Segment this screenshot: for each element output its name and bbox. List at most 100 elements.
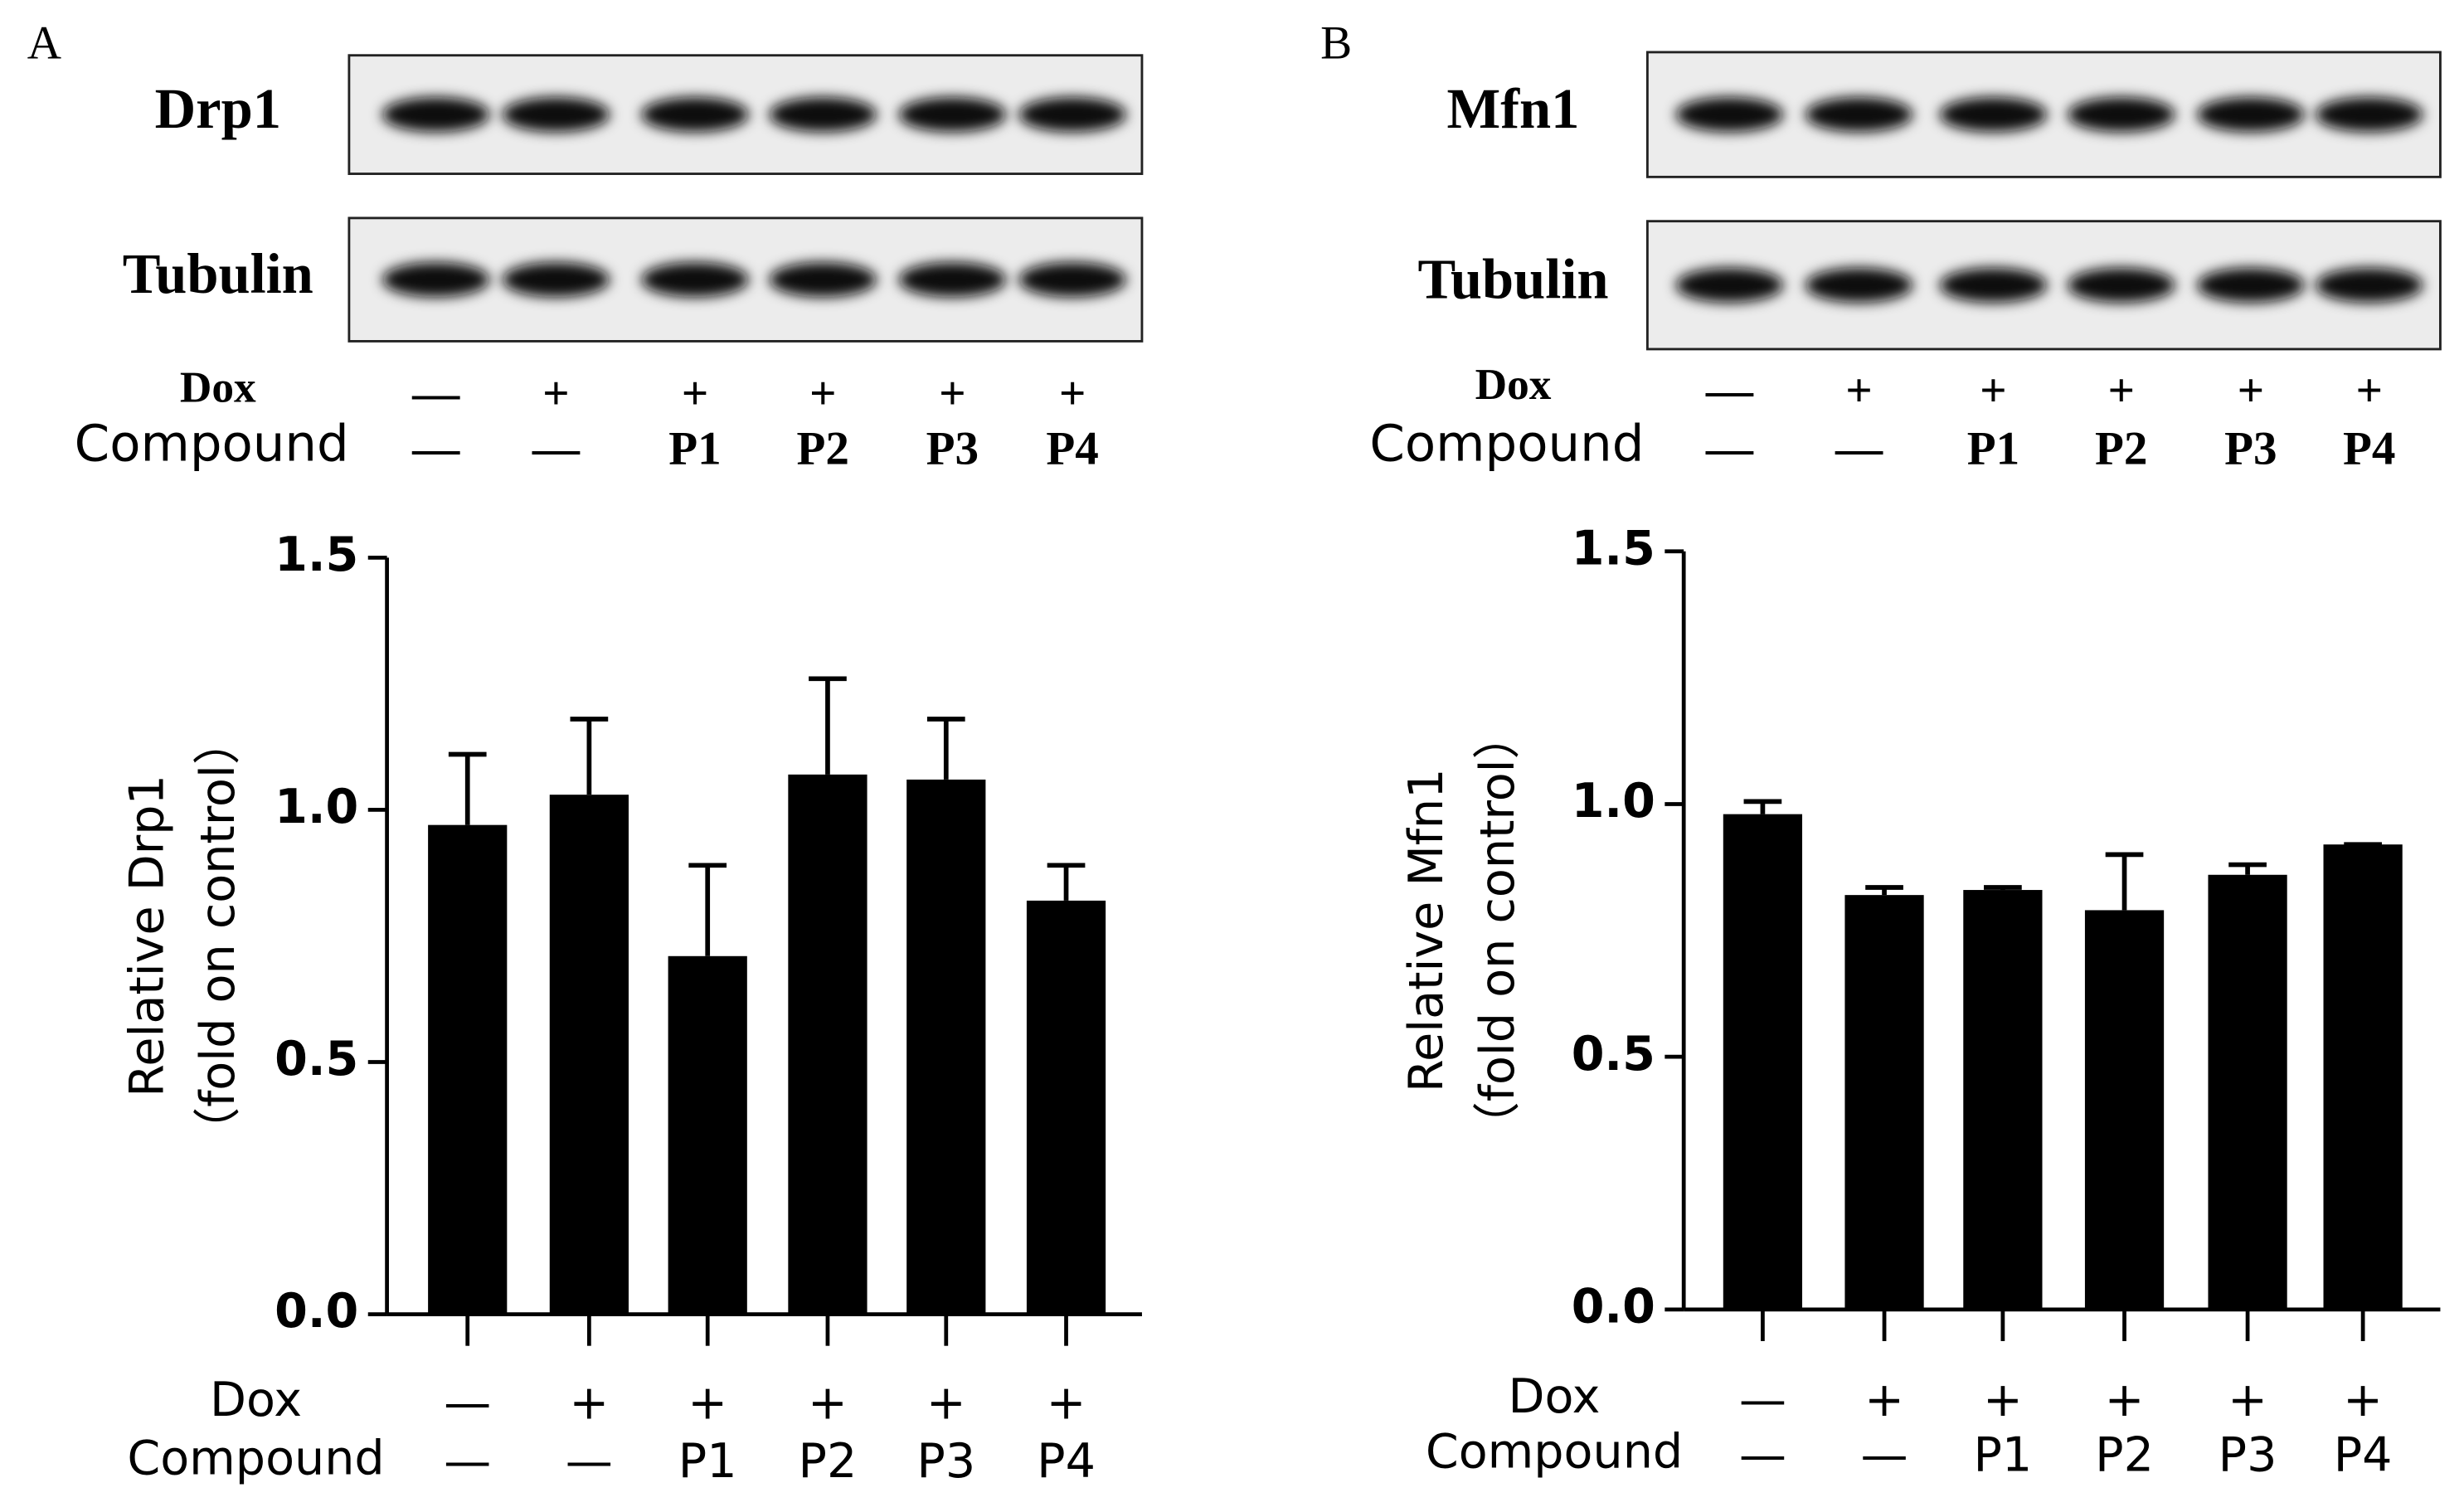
blot-bands <box>382 262 1126 298</box>
bar <box>1723 814 1803 1310</box>
y-tick-label: 0.0 <box>275 1284 358 1339</box>
category-label: + <box>926 1376 966 1431</box>
panel-label: A <box>27 17 61 69</box>
bar <box>549 795 629 1315</box>
category-label: — <box>566 1434 613 1489</box>
condition-name: Dox <box>1475 359 1552 409</box>
band <box>898 262 1007 298</box>
bar <box>668 955 747 1315</box>
condition-label: P1 <box>668 423 721 475</box>
condition-name: Dox <box>180 362 256 412</box>
condition-label: + <box>939 367 966 420</box>
band <box>769 97 877 133</box>
category-label: + <box>2105 1373 2145 1427</box>
bar <box>1963 890 2043 1310</box>
bar <box>2323 844 2403 1310</box>
band <box>382 262 490 298</box>
band <box>641 262 749 298</box>
bar <box>2084 910 2165 1310</box>
condition-label: + <box>809 367 837 420</box>
y-tick-label: 0.5 <box>275 1032 358 1086</box>
band <box>2197 267 2305 303</box>
condition-label: — <box>1705 423 1754 475</box>
condition-label: — <box>411 367 460 420</box>
band <box>641 97 749 133</box>
band <box>898 97 1007 133</box>
y-tick-label: 1.0 <box>275 780 358 834</box>
band <box>2315 97 2423 133</box>
condition-name: Compound <box>1369 415 1644 474</box>
band <box>1939 267 2048 303</box>
condition-label: P3 <box>2224 423 2277 475</box>
blot-bands <box>382 97 1126 133</box>
y-tick-label: 0.0 <box>1572 1279 1655 1334</box>
bar <box>906 779 986 1315</box>
category-label: P3 <box>2219 1428 2277 1483</box>
band <box>769 262 877 298</box>
blot-bands <box>1675 267 2423 303</box>
condition-label: P4 <box>2343 423 2395 475</box>
band <box>1805 97 1913 133</box>
category-row-name: Dox <box>210 1373 302 1427</box>
y-tick-label: 1.5 <box>275 527 358 582</box>
condition-label: P1 <box>1967 423 2019 475</box>
condition-label: + <box>2355 364 2383 416</box>
category-label: + <box>2343 1373 2383 1427</box>
band <box>502 262 610 298</box>
category-label: — <box>444 1376 491 1431</box>
category-label: + <box>1864 1373 1904 1427</box>
blot-bands <box>1675 97 2423 133</box>
condition-label: + <box>1845 364 1873 416</box>
bar <box>1026 900 1106 1315</box>
condition-label: P2 <box>2095 423 2147 475</box>
band <box>1939 97 2048 133</box>
condition-name: Compound <box>75 415 349 474</box>
category-label: + <box>1983 1373 2023 1427</box>
band <box>2067 267 2175 303</box>
y-axis-label: Relative Mfn1 <box>1399 769 1454 1092</box>
category-label: + <box>1047 1376 1086 1431</box>
bar <box>428 824 508 1315</box>
condition-label: — <box>532 423 581 475</box>
bar <box>1844 895 1924 1310</box>
band <box>502 97 610 133</box>
band <box>382 97 490 133</box>
category-label: + <box>808 1376 848 1431</box>
condition-label: + <box>542 367 570 420</box>
category-label: P1 <box>1973 1428 2032 1483</box>
category-row-name: Compound <box>127 1431 384 1485</box>
condition-label: + <box>682 367 709 420</box>
category-label: P2 <box>2095 1428 2154 1483</box>
category-label: + <box>2228 1373 2267 1427</box>
category-label: — <box>1860 1428 1908 1483</box>
category-label: — <box>1739 1428 1786 1483</box>
blot-name: Tubulin <box>1417 248 1608 311</box>
y-axis-label: Relative Drp1 <box>120 775 175 1097</box>
condition-label: + <box>2107 364 2135 416</box>
band <box>2067 97 2175 133</box>
category-label: P4 <box>1037 1434 1096 1489</box>
band <box>2315 267 2423 303</box>
panel-label: B <box>1320 17 1352 69</box>
band <box>1805 267 1913 303</box>
band <box>2197 97 2305 133</box>
category-label: + <box>569 1376 609 1431</box>
category-label: P1 <box>678 1434 737 1489</box>
category-row-name: Compound <box>1426 1425 1683 1480</box>
bar <box>788 774 868 1315</box>
category-label: — <box>1739 1373 1786 1427</box>
category-label: P3 <box>916 1434 975 1489</box>
band <box>1675 97 1784 133</box>
y-tick-label: 1.5 <box>1572 521 1655 576</box>
condition-label: + <box>2238 364 2265 416</box>
y-axis-label: （fold on control） <box>191 717 245 1155</box>
category-row-name: Dox <box>1509 1369 1601 1424</box>
condition-label: — <box>411 423 460 475</box>
category-label: P4 <box>2334 1428 2393 1483</box>
condition-label: — <box>1835 423 1883 475</box>
band <box>1675 267 1784 303</box>
blot-name: Drp1 <box>155 77 281 140</box>
bar <box>2208 874 2287 1310</box>
blot-name: Mfn1 <box>1447 77 1580 140</box>
